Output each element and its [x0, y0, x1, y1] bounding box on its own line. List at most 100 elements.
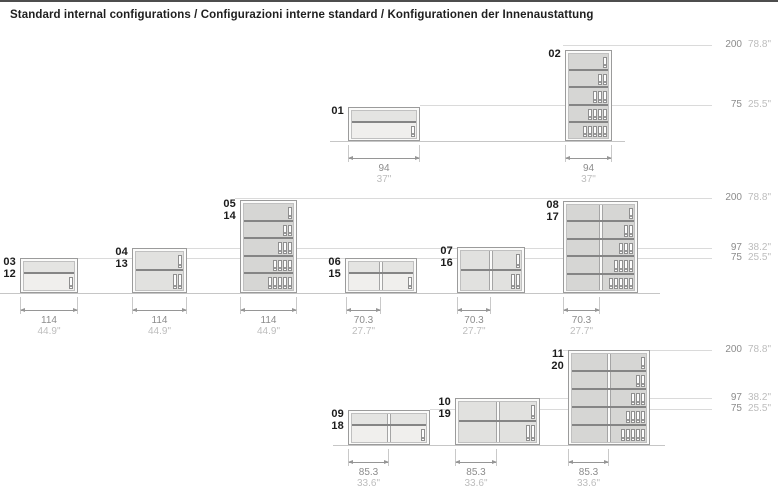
dimension	[348, 449, 389, 467]
height-label-cm: 97	[730, 392, 742, 403]
cabinet-06-15	[345, 258, 417, 293]
shelf-compartment	[572, 408, 646, 424]
extension-line-left	[346, 297, 347, 314]
binder-group	[629, 208, 633, 220]
extension-line-left	[455, 449, 456, 466]
item-number-label: 11	[551, 348, 564, 360]
item-number-label: 19	[438, 408, 451, 420]
extension-line-right	[608, 449, 609, 466]
binder	[619, 242, 623, 255]
dimension-arrow	[457, 308, 491, 312]
height-label-cm: 200	[725, 192, 742, 203]
binder	[598, 125, 602, 137]
dimension-label: 85.3 33.6"	[446, 467, 506, 489]
dimension-arrow	[346, 308, 381, 312]
item-number-label: 17	[546, 211, 559, 223]
dimension-label: 85.3 33.6"	[339, 467, 399, 489]
binder-group	[511, 273, 520, 289]
binder	[408, 277, 412, 289]
binder-group	[641, 357, 645, 369]
shelf-compartment	[459, 402, 536, 421]
binder	[603, 74, 607, 86]
shelf-compartment	[136, 271, 183, 290]
cabinet-carcass	[458, 401, 537, 443]
center-divider	[607, 354, 611, 370]
cabinet-carcass	[348, 261, 414, 291]
binder	[593, 91, 597, 103]
extension-line-right	[388, 449, 389, 466]
binder-group	[173, 274, 182, 289]
binder	[278, 259, 282, 272]
binder	[631, 429, 635, 441]
cabinet-02	[565, 50, 612, 141]
cabinet-05-14	[240, 200, 297, 293]
extension-line-right	[490, 297, 491, 314]
binder	[288, 277, 292, 289]
binder	[273, 277, 277, 289]
shelf-compartment	[572, 354, 646, 370]
dimension-arrow	[348, 460, 389, 464]
binder	[636, 429, 640, 441]
binder	[603, 125, 607, 137]
extension-line-left	[20, 297, 21, 314]
dimension-label: 85.3 33.6"	[559, 467, 619, 489]
shelf-compartment	[569, 54, 608, 70]
cabinet-carcass	[351, 413, 427, 443]
item-number-label: 20	[551, 360, 564, 372]
extension-line-left	[568, 449, 569, 466]
cabinet-09-18	[348, 410, 430, 445]
extension-line-left	[132, 297, 133, 314]
extension-line-right	[77, 297, 78, 314]
binder	[624, 260, 628, 272]
item-number-label: 04	[115, 246, 128, 258]
binder	[588, 125, 592, 137]
item-number-label: 14	[223, 210, 236, 222]
extension-line-right	[419, 145, 420, 162]
center-divider	[387, 414, 391, 425]
dimension-arrow	[348, 156, 420, 160]
dimension-label: 114 44.9"	[239, 315, 299, 337]
binder	[619, 260, 623, 272]
shelf-compartment	[567, 274, 634, 290]
binder	[178, 274, 182, 289]
cabinet-07-16	[457, 247, 525, 293]
binder-group	[621, 429, 645, 441]
binder-group	[283, 224, 292, 237]
dimension	[348, 145, 420, 163]
binder	[531, 425, 535, 441]
dimension	[132, 297, 187, 315]
height-label-inch: 38.2"	[748, 242, 772, 253]
dimension-value-inch: 33.6"	[464, 478, 488, 489]
dimension-value-inch: 27.7"	[351, 326, 375, 337]
center-divider	[607, 408, 611, 424]
dimension-label: 94 37"	[559, 163, 619, 185]
dimension-label: 114 44.9"	[19, 315, 79, 337]
page-title: Standard internal configurations / Confi…	[10, 9, 594, 21]
cabinet-10-19	[455, 398, 540, 445]
shelf-compartment	[567, 257, 634, 273]
binder	[173, 274, 177, 289]
height-label-cm: 75	[730, 99, 742, 110]
dimension-arrow	[240, 308, 297, 312]
center-divider	[489, 251, 493, 269]
extension-line-left	[563, 297, 564, 314]
shelf-compartment	[569, 122, 608, 138]
dimension-value-cm: 114	[41, 315, 57, 326]
binder	[626, 411, 630, 423]
binder	[603, 57, 607, 69]
extension-line-left	[457, 297, 458, 314]
height-reference-line	[235, 198, 712, 199]
binder	[629, 260, 633, 272]
dimension	[20, 297, 78, 315]
binder	[629, 277, 633, 289]
binder	[69, 277, 73, 289]
item-number-label: 03	[3, 256, 16, 268]
binder	[598, 74, 602, 86]
item-number-label: 06	[328, 256, 341, 268]
binder	[531, 405, 535, 420]
item-number-label: 07	[440, 245, 453, 257]
dimension-label: 70.3 27.7"	[444, 315, 504, 337]
dimension-value-inch: 27.7"	[569, 326, 593, 337]
binder-group	[583, 125, 607, 137]
